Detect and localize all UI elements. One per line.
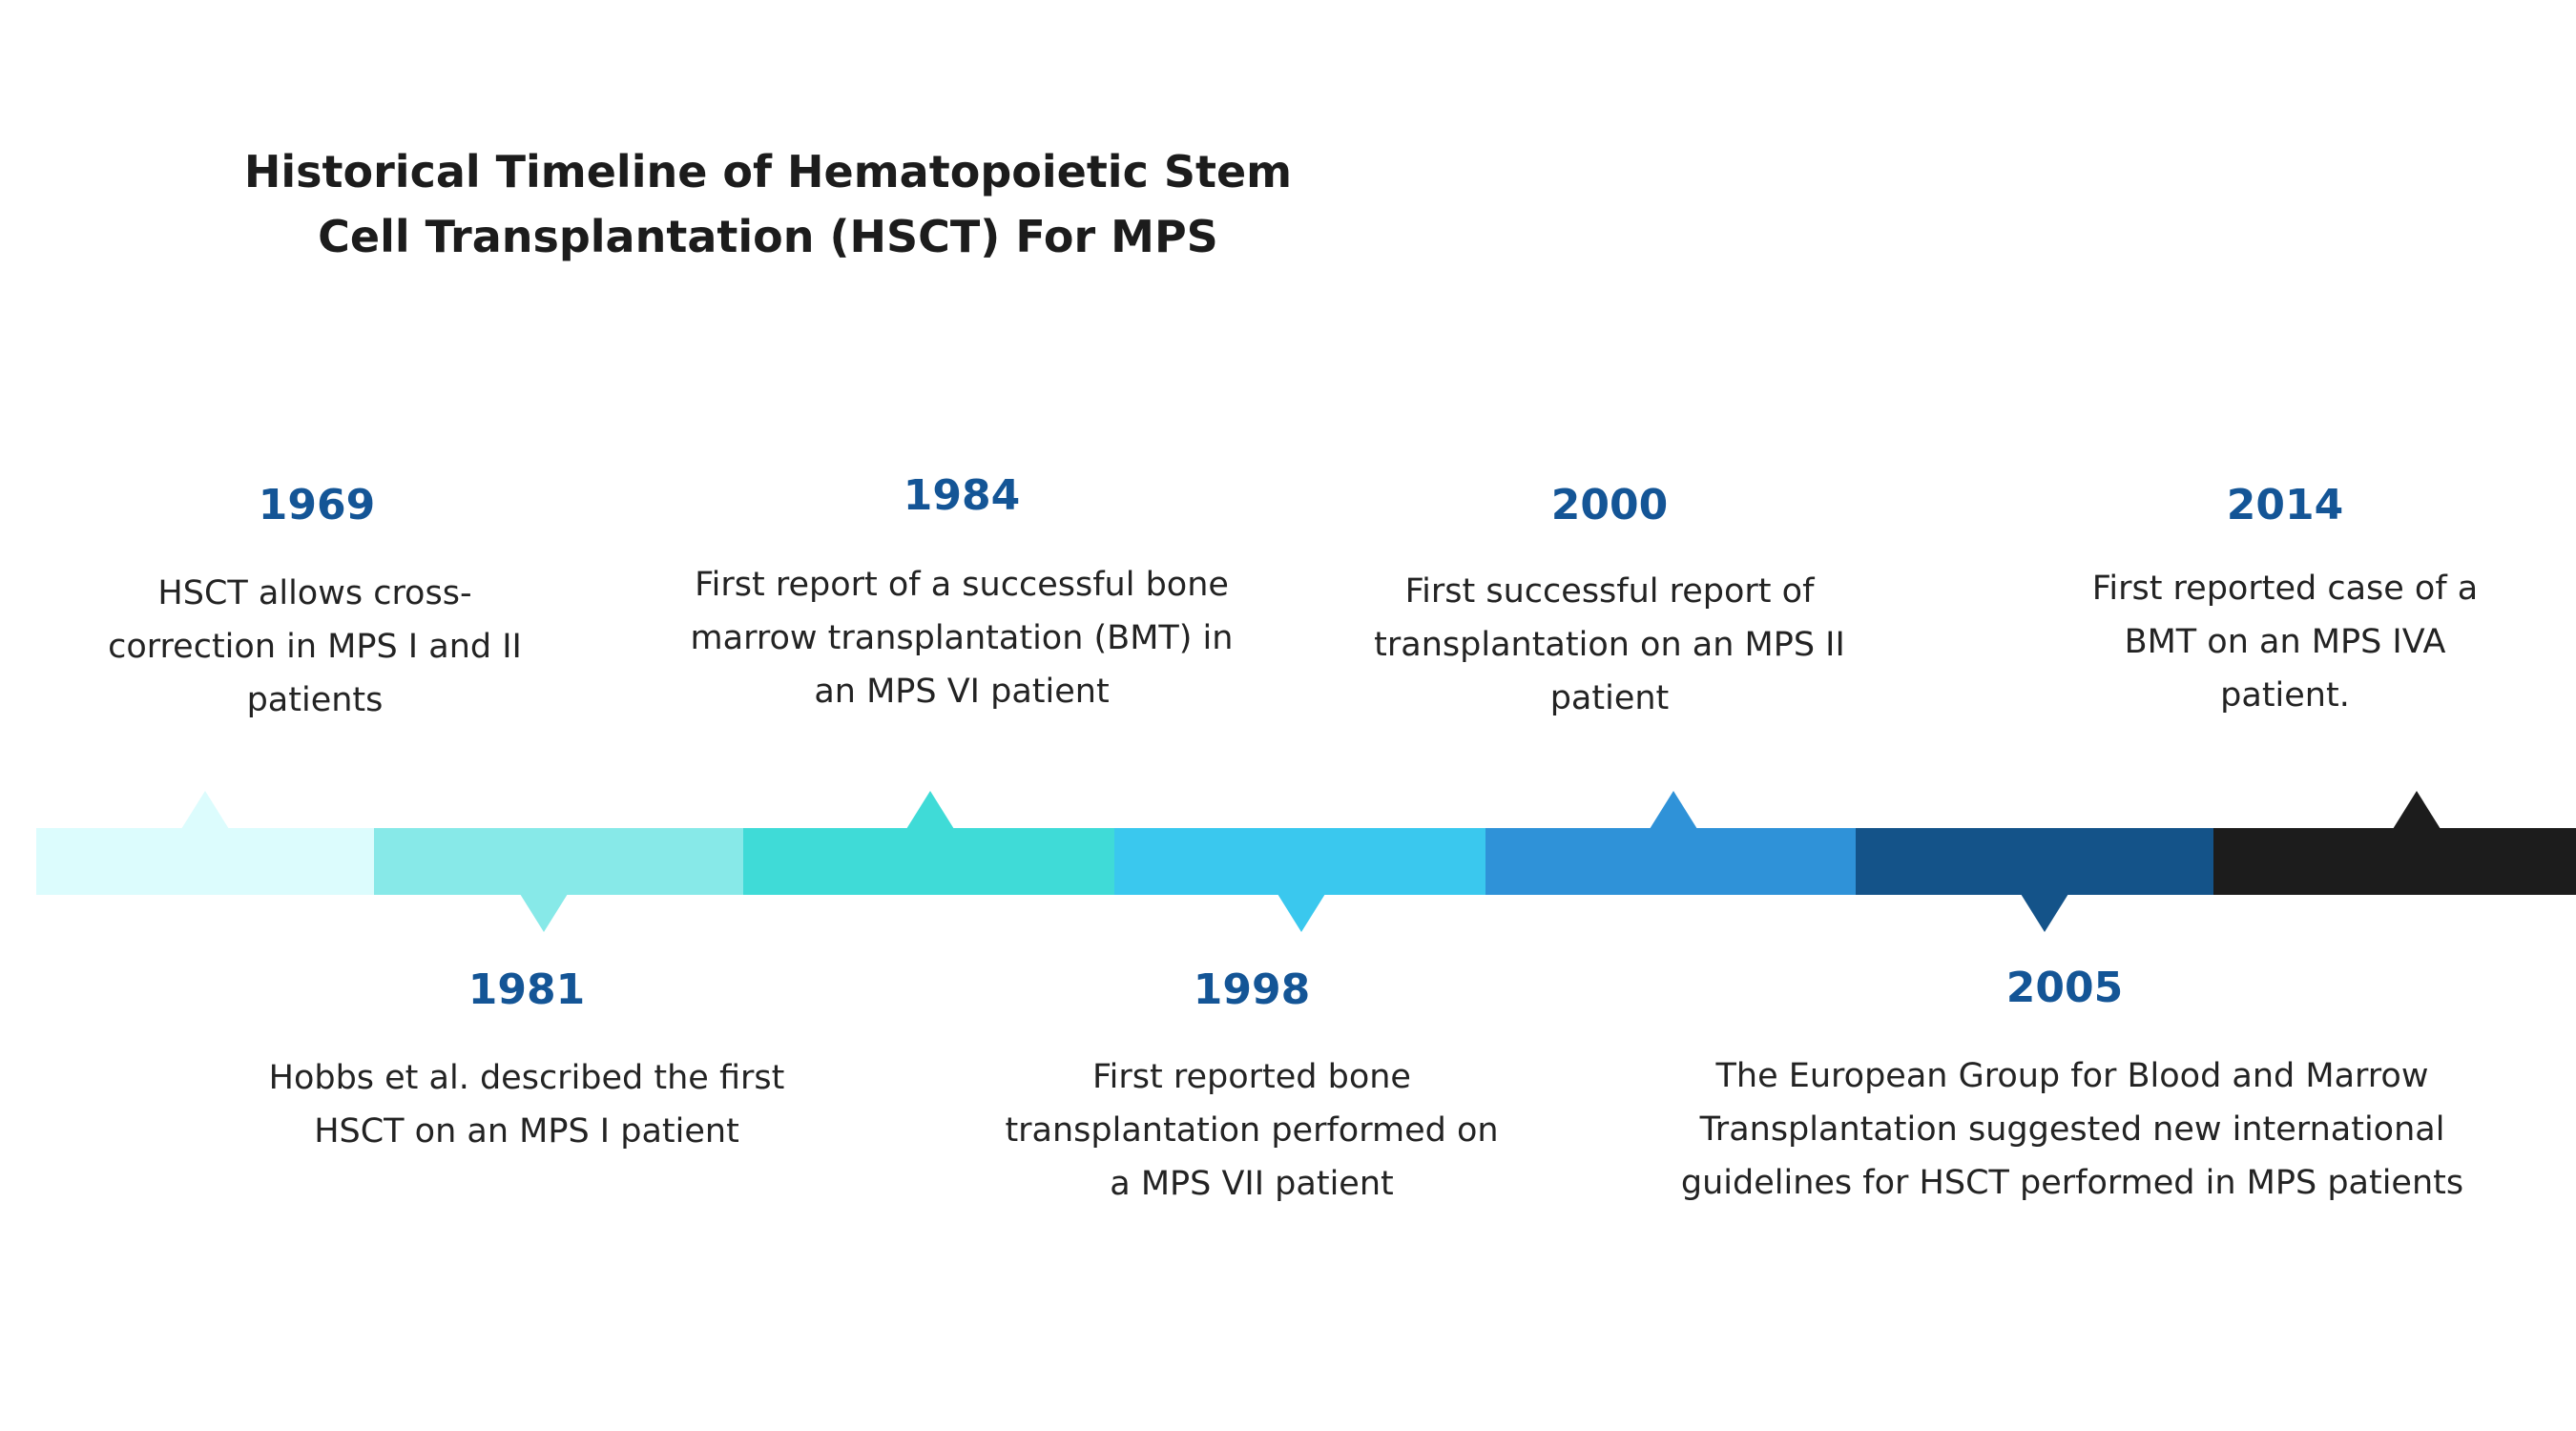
event-year-2005: 2005 — [2005, 964, 2124, 1012]
timeline-segment-4 — [1114, 828, 1485, 895]
event-year-1969: 1969 — [258, 481, 376, 529]
event-text-1969: HSCT allows cross-correction in MPS I an… — [108, 574, 522, 719]
event-year-2014: 2014 — [2226, 481, 2344, 529]
event-text-2005: The European Group for Blood and Marrow … — [1680, 1057, 2464, 1202]
timeline-marker-2000 — [1650, 791, 1697, 829]
timeline-segment-1 — [36, 828, 374, 895]
timeline-marker-1984 — [906, 791, 954, 829]
event-text-2000: First successful report of transplantati… — [1374, 572, 1845, 717]
timeline-marker-2014 — [2393, 791, 2441, 829]
page-title: Historical Timeline of Hematopoietic Ste… — [243, 146, 1293, 262]
event-year-1984: 1984 — [903, 471, 1021, 520]
event-text-1981: Hobbs et al. described the first HSCT on… — [268, 1059, 785, 1151]
timeline-segment-2 — [374, 828, 743, 895]
event-text-1998: First reported bone transplantation perf… — [1005, 1058, 1499, 1203]
timeline-marker-1969 — [181, 791, 229, 829]
timeline-marker-1998 — [1278, 894, 1325, 932]
timeline-segment-7 — [2213, 828, 2576, 895]
timeline-segment-3 — [743, 828, 1114, 895]
event-text-1984: First report of a successful bone marrow… — [690, 566, 1234, 711]
timeline-marker-2005 — [2021, 894, 2068, 932]
event-year-2000: 2000 — [1550, 481, 1669, 529]
timeline-marker-1981 — [520, 894, 568, 932]
event-year-1981: 1981 — [467, 965, 586, 1014]
event-year-1998: 1998 — [1193, 965, 1311, 1014]
timeline-segment-5 — [1485, 828, 1856, 895]
event-text-2014: First reported case of a BMT on an MPS I… — [2091, 570, 2479, 715]
timeline-segment-6 — [1856, 828, 2213, 895]
